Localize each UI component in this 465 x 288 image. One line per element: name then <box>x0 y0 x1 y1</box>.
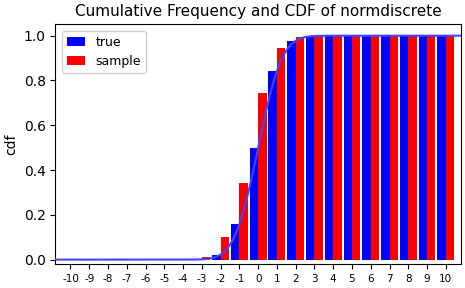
Bar <box>250 148 258 260</box>
Legend: true, sample: true, sample <box>62 31 146 73</box>
Bar <box>418 36 427 260</box>
Bar <box>344 36 352 260</box>
Y-axis label: cdf: cdf <box>4 134 18 155</box>
Bar <box>314 36 323 260</box>
Bar <box>352 36 360 260</box>
Bar <box>325 36 333 260</box>
Bar <box>333 36 342 260</box>
Bar <box>296 37 304 260</box>
Bar <box>438 36 446 260</box>
Bar <box>268 71 277 260</box>
Bar <box>202 257 210 260</box>
Bar <box>239 183 248 260</box>
Bar <box>193 259 202 260</box>
Bar <box>212 255 220 260</box>
Bar <box>408 36 417 260</box>
Bar <box>220 237 229 260</box>
Bar <box>362 36 371 260</box>
Bar <box>371 36 379 260</box>
Bar <box>287 41 296 260</box>
Bar <box>258 92 266 260</box>
Bar <box>427 36 436 260</box>
Bar <box>277 48 286 260</box>
Title: Cumulative Frequency and CDF of normdiscrete: Cumulative Frequency and CDF of normdisc… <box>75 4 441 19</box>
Bar <box>446 36 454 260</box>
Bar <box>381 36 390 260</box>
Bar <box>306 36 314 260</box>
Bar <box>400 36 408 260</box>
Bar <box>231 224 239 260</box>
Bar <box>390 36 398 260</box>
